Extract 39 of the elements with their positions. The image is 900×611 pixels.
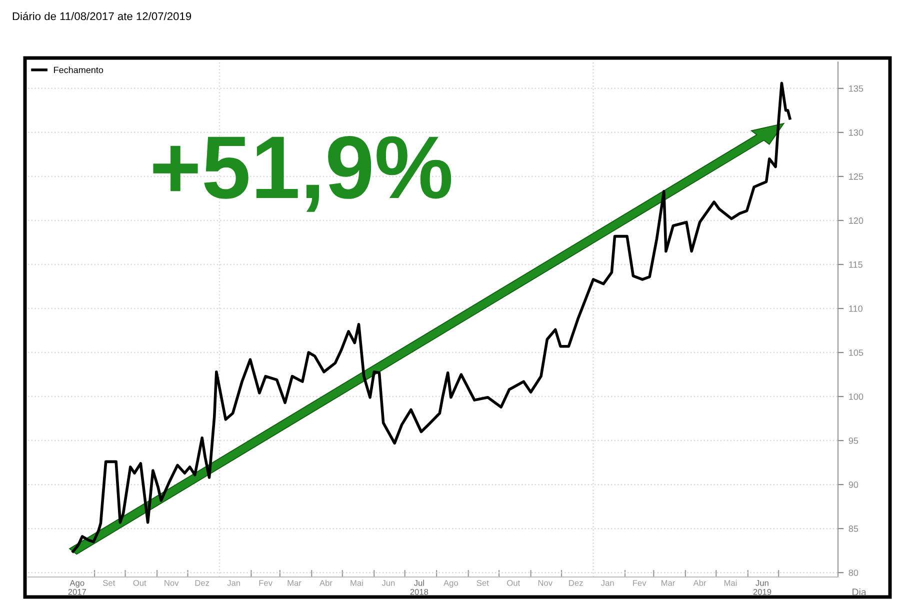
x-tick-label: Abr <box>693 580 706 586</box>
x-tick-label: Jul 2018 <box>410 580 428 595</box>
y-tick-label: 95 <box>848 438 858 444</box>
x-tick-label: Fev <box>259 580 272 586</box>
x-tick-label: Nov <box>164 580 179 586</box>
x-tick-label: Mar <box>288 580 302 586</box>
x-tick-label: Ago 2017 <box>68 580 86 595</box>
y-tick-label: 125 <box>849 173 864 180</box>
x-tick-label: Dez <box>195 580 210 586</box>
y-tick-label: 105 <box>849 349 864 356</box>
y-tick-label: 80 <box>848 570 858 576</box>
x-tick-label: Out <box>133 580 146 586</box>
chart-title: Diário de 11/08/2017 ate 12/07/2019 <box>12 12 192 20</box>
x-tick-label: Nov <box>538 580 553 586</box>
x-tick-label: Out <box>507 580 520 586</box>
x-tick-label: Jan <box>601 580 614 586</box>
x-tick-label: Mai <box>350 580 363 586</box>
x-tick-label: Dez <box>569 580 583 586</box>
x-tick-label: Mai <box>724 580 737 586</box>
x-tick-label: Fev <box>633 580 646 586</box>
y-tick-label: 85 <box>848 526 858 532</box>
y-tick-label: 120 <box>849 217 864 224</box>
x-tick-label: Set <box>476 580 489 586</box>
annotation: +51,9% <box>153 136 452 212</box>
x-tick-label: Jun 2019 <box>753 580 772 595</box>
x-tick-label: Abr <box>320 580 332 586</box>
x-tick-label: Set <box>103 580 116 586</box>
y-tick-label: 130 <box>849 129 864 136</box>
x-tick-label: Mar <box>662 580 676 586</box>
y-tick-label: 100 <box>849 393 864 400</box>
y-tick-label: 135 <box>849 85 864 92</box>
x-tick-label: Jun <box>382 580 395 586</box>
y-tick-label: 115 <box>849 262 862 268</box>
x-tick-label: Jan <box>227 580 240 586</box>
y-tick-label: 110 <box>849 305 862 312</box>
legend-label: Fechamento <box>54 66 104 74</box>
x-axis-title: Dia <box>852 588 866 596</box>
y-tick-label: 90 <box>848 482 858 488</box>
x-tick-label: Ago <box>444 580 458 588</box>
